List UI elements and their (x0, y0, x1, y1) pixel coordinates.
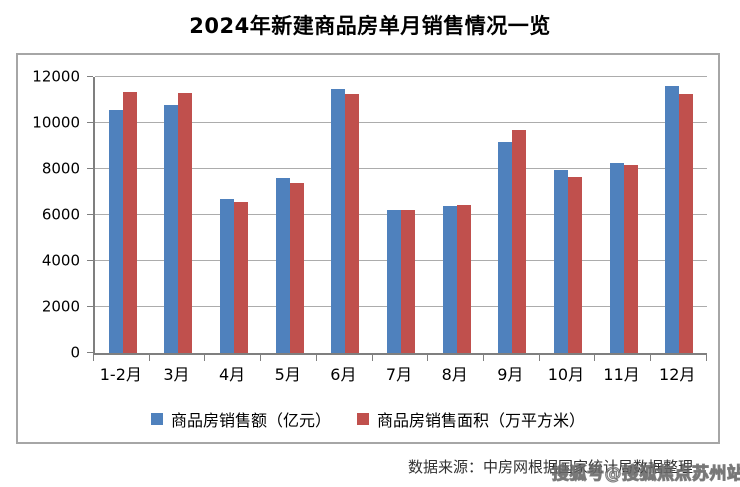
x-tick-mark (594, 355, 596, 361)
bar-sales-value (665, 85, 680, 353)
x-tick-mark (93, 355, 94, 361)
y-axis-labels: 0 2000 4000 6000 8000 10000 12000 (18, 69, 80, 360)
x-tick-label: 6月 (330, 365, 357, 384)
y-tick-mark (87, 168, 93, 169)
bar-group (540, 77, 596, 353)
bar-sales-value (275, 178, 290, 353)
x-tick-mark (650, 355, 652, 361)
x-tick-mark (315, 355, 317, 361)
gridline (95, 76, 707, 77)
chart-title: 2024年新建商品房单月销售情况一览 (189, 14, 551, 38)
bar-sales-area (289, 183, 304, 353)
bar-group (484, 77, 540, 353)
bar-sales-area (679, 93, 694, 353)
bar-sales-value (387, 210, 402, 353)
legend-swatch (357, 413, 369, 425)
x-tick-label: 1-2月 (99, 365, 142, 384)
y-tick-mark (87, 352, 93, 353)
bar-group (429, 77, 485, 353)
plot-area (87, 76, 707, 361)
y-tick-label: 4000 (41, 251, 80, 270)
bar-sales-value (220, 198, 235, 353)
x-axis-labels: 1-2月 3月 4月 5月 6月 7月 8月 9月 10月 11月 12月 (93, 361, 705, 385)
bar-sales-area (567, 177, 582, 353)
gridline (95, 122, 707, 123)
bar-group (95, 77, 151, 353)
gridline (95, 168, 707, 169)
y-tick-label: 6000 (41, 205, 80, 224)
bar-sales-value (442, 205, 457, 353)
y-tick-label: 12000 (32, 67, 80, 86)
x-tick-mark (204, 355, 206, 361)
x-tick-label: 11月 (603, 365, 640, 384)
y-tick-mark (87, 260, 93, 261)
y-tick-label: 2000 (41, 297, 80, 316)
x-tick-label: 9月 (497, 365, 524, 384)
y-tick-mark (87, 122, 93, 123)
y-tick-label: 10000 (32, 113, 80, 132)
legend-entry-sales-value: 商品房销售额（亿元） (150, 407, 331, 431)
bar-sales-value (331, 89, 346, 353)
bar-group (151, 77, 207, 353)
bar-group (318, 77, 374, 353)
bar-sales-area (456, 204, 471, 353)
x-tick-mark (538, 355, 540, 361)
legend: 商品房销售额（亿元） 商品房销售面积（万平方米） (18, 407, 718, 431)
y-tick-mark (87, 76, 93, 77)
bar-sales-value (498, 142, 513, 353)
bar-sales-area (234, 201, 249, 353)
x-tick-label: 8月 (441, 365, 468, 384)
bar-group (262, 77, 318, 353)
y-tick-label: 0 (70, 343, 80, 362)
y-tick-label: 8000 (41, 159, 80, 178)
x-tick-label: 4月 (219, 365, 246, 384)
x-tick-mark (483, 355, 485, 361)
x-tick-label: 3月 (163, 365, 190, 384)
bar-sales-area (178, 93, 193, 353)
x-tick-mark (427, 355, 429, 361)
bar-sales-value (164, 104, 179, 353)
bar-sales-area (401, 209, 416, 353)
x-tick-mark (260, 355, 262, 361)
legend-label: 商品房销售额（亿元） (170, 411, 331, 430)
bar-sales-area (345, 93, 360, 353)
watermark: 搜狐号@搜狐焦点苏州站 (552, 464, 740, 485)
bar-group (596, 77, 652, 353)
x-tick-label: 5月 (274, 365, 301, 384)
bar-sales-area (122, 91, 137, 353)
bar-sales-value (609, 162, 624, 353)
x-tick-label: 10月 (547, 365, 585, 384)
x-tick-label: 7月 (385, 365, 413, 384)
y-tick-mark (87, 306, 93, 307)
bar-group (651, 77, 707, 353)
x-tick-label: 12月 (659, 365, 696, 384)
bar-sales-value (108, 109, 123, 353)
legend-label: 商品房销售面积（万平方米） (377, 411, 586, 430)
bar-sales-area (512, 130, 527, 353)
legend-entry-sales-area: 商品房销售面积（万平方米） (357, 407, 585, 431)
legend-swatch (150, 413, 163, 425)
x-tick-mark (371, 355, 373, 361)
bar-sales-area (623, 164, 638, 353)
bar-group (373, 77, 429, 353)
x-tick-mark (705, 355, 707, 361)
bar-sales-value (553, 169, 568, 353)
y-tick-mark (87, 214, 93, 215)
x-tick-mark (148, 355, 150, 361)
x-axis-ticks (93, 355, 707, 361)
chart-box: 0 2000 4000 6000 8000 10000 12000 1-2月 3月 4月 5月 6月… (16, 53, 720, 444)
bar-groups (95, 77, 707, 353)
source-note: 数据来源：中房网根据国家统计局数据整理 (408, 458, 694, 476)
bar-group (206, 77, 262, 353)
